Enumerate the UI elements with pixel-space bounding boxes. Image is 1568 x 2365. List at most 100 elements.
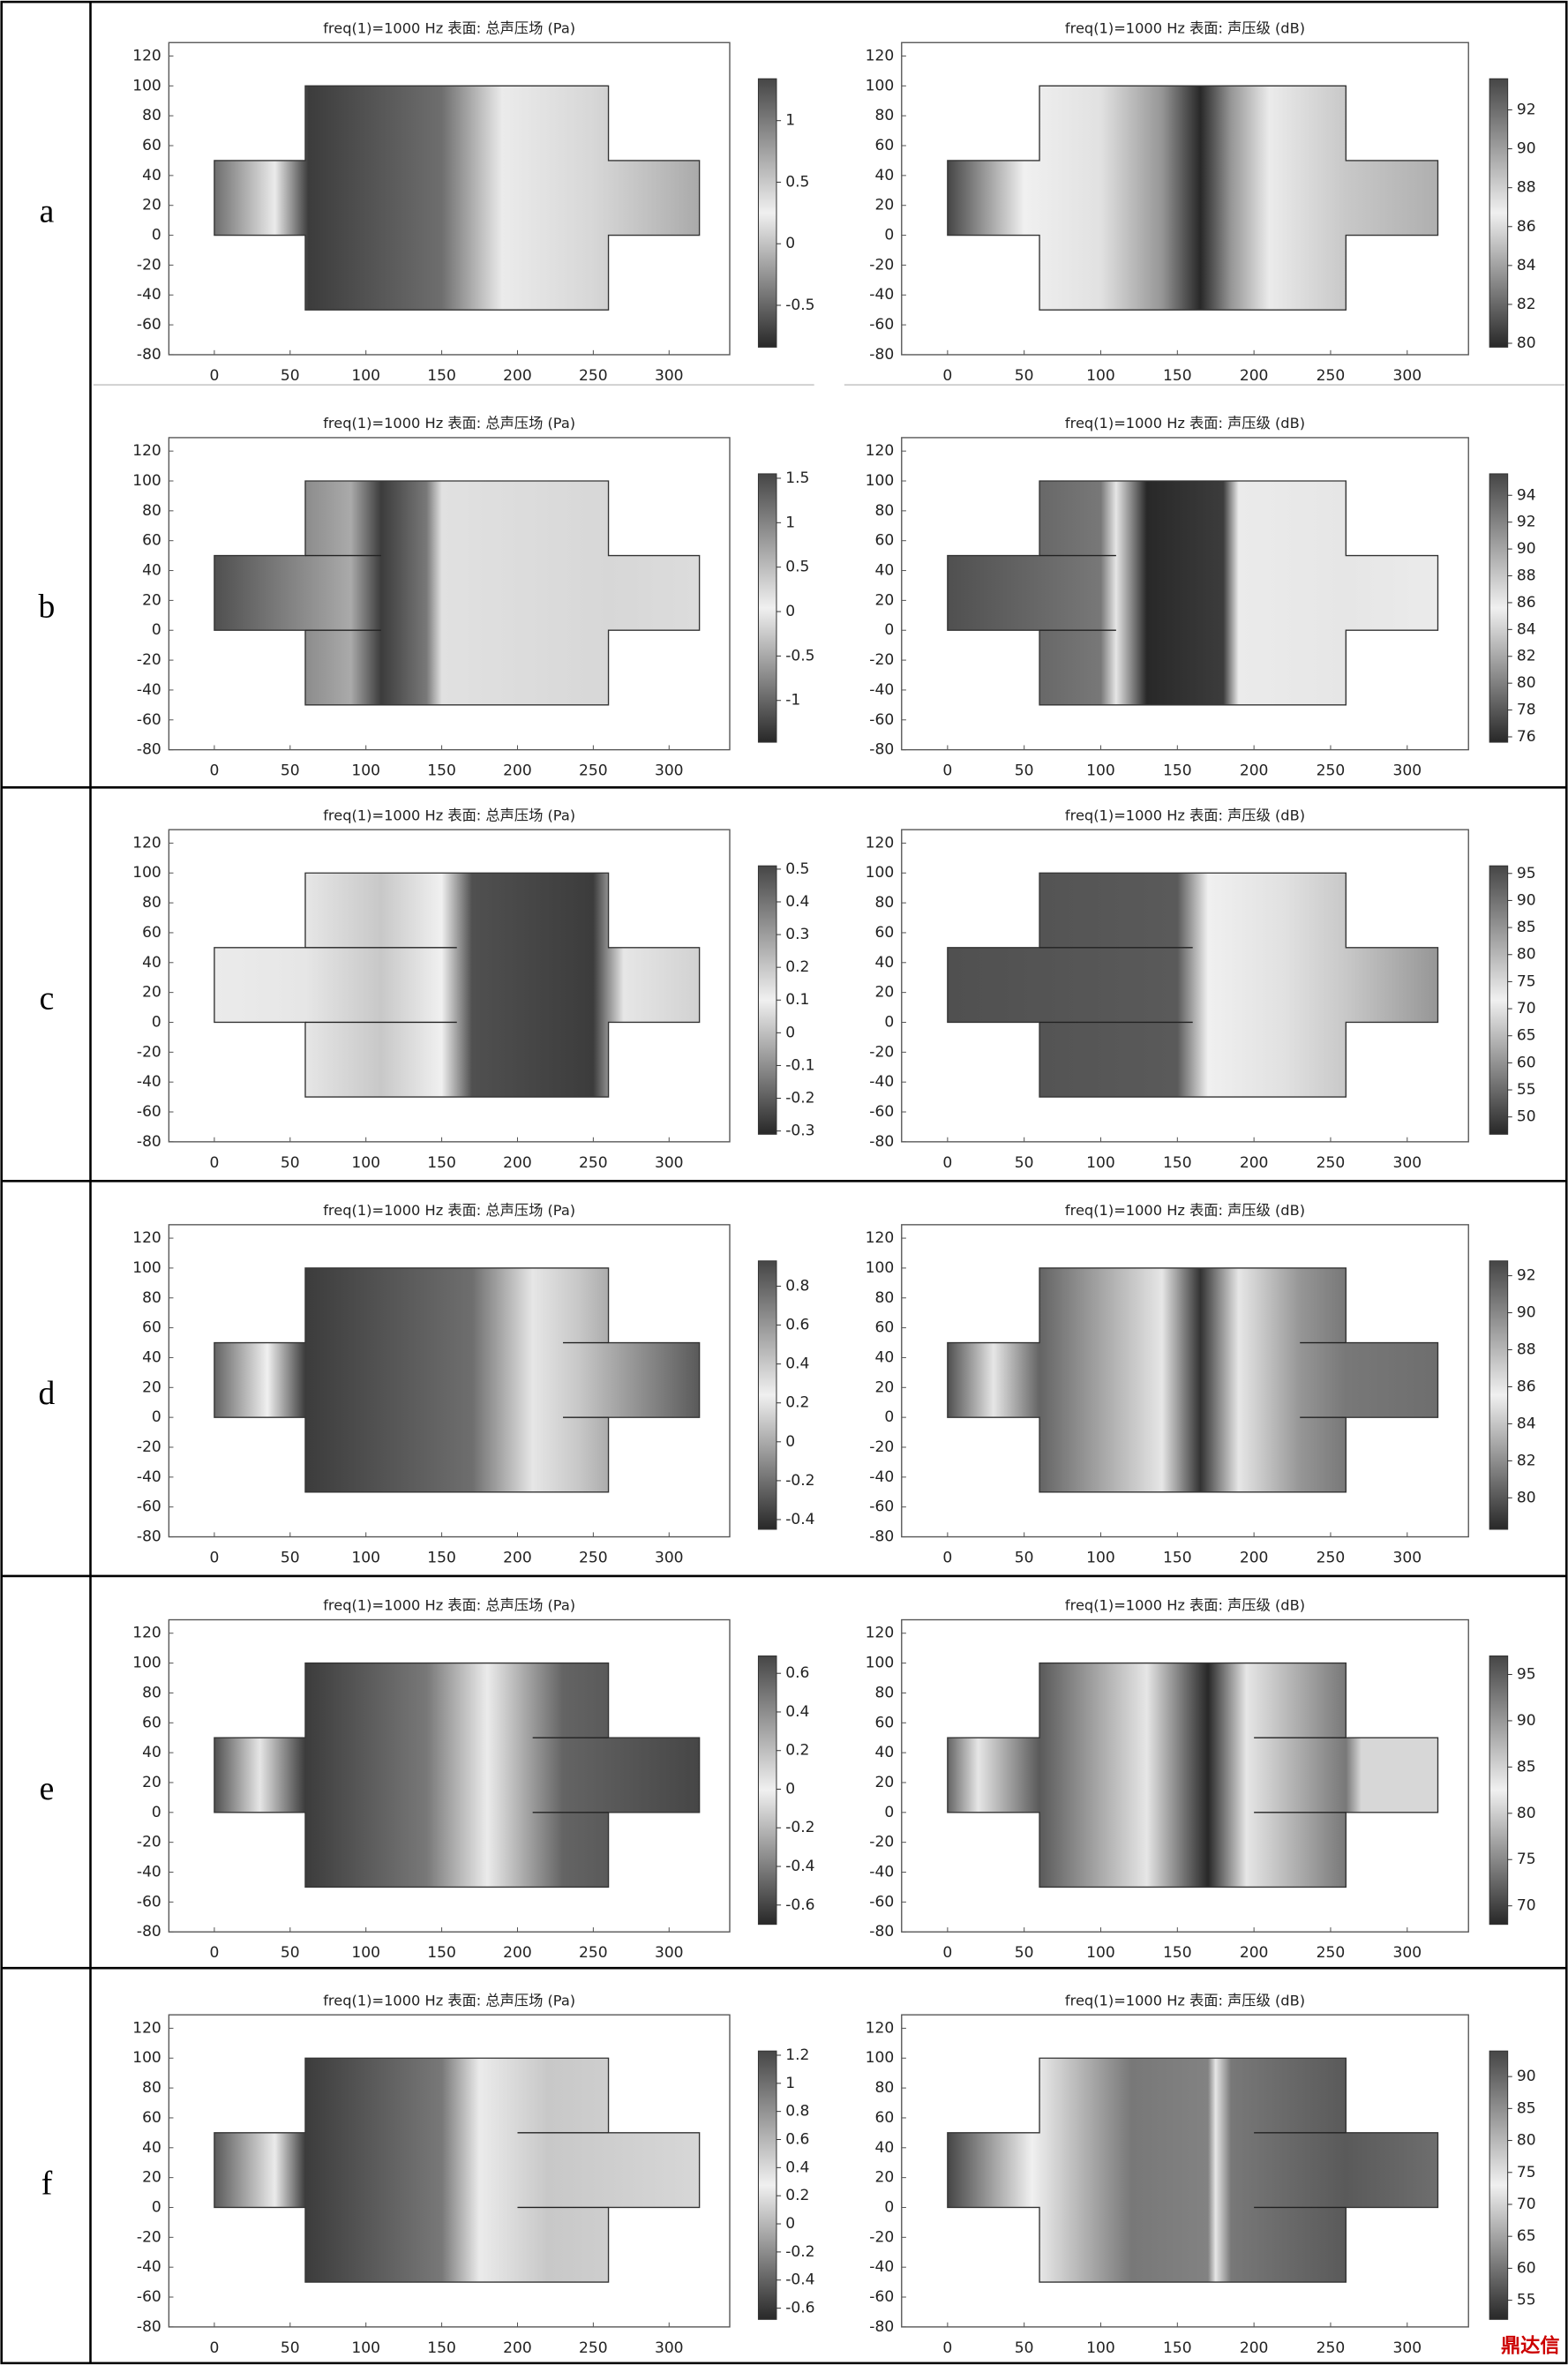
x-tick-label: 250 [1317, 762, 1346, 780]
x-tick-label: 150 [1163, 367, 1192, 385]
y-tick-label: -40 [869, 681, 894, 699]
y-tick-label: 100 [866, 1655, 895, 1672]
x-tick-label: 250 [1317, 367, 1346, 385]
y-tick-label: 60 [142, 1714, 161, 1731]
colorbar-tick-label: 0 [785, 1780, 795, 1798]
colorbar-tick-label: 0 [785, 235, 795, 252]
x-tick-label: 300 [655, 1154, 684, 1172]
row-label: a [40, 194, 55, 230]
x-tick-label: 250 [1317, 1154, 1346, 1172]
x-tick-label: 100 [351, 1154, 380, 1172]
y-tick-label: 120 [866, 834, 895, 852]
y-tick-label: 40 [874, 1744, 894, 1761]
x-tick-label: 0 [209, 367, 219, 385]
y-tick-label: 20 [874, 1774, 894, 1791]
x-tick-label: 50 [1015, 367, 1034, 385]
y-tick-label: -60 [137, 2288, 161, 2306]
colorbar-tick-label: 60 [1517, 1054, 1536, 1071]
colorbar-tick-label: 86 [1517, 594, 1536, 612]
y-tick-label: -40 [869, 2258, 894, 2276]
chart-title: freq(1)=1000 Hz 表面: 总声压场 (Pa) [323, 1597, 575, 1614]
y-tick-label: -60 [869, 1893, 894, 1911]
y-tick-label: -20 [869, 2228, 894, 2246]
colorbar-tick-label: 84 [1517, 257, 1536, 274]
y-tick-label: 20 [142, 2169, 161, 2187]
y-tick-label: 120 [132, 442, 161, 460]
muffler-field [947, 2057, 1439, 2283]
muffler-field [214, 2057, 701, 2283]
y-tick-label: -80 [137, 1133, 161, 1151]
x-tick-label: 250 [579, 1944, 608, 1962]
chart-title: freq(1)=1000 Hz 表面: 声压级 (dB) [1065, 415, 1305, 432]
x-tick-label: 250 [1317, 2339, 1346, 2357]
x-tick-label: 0 [209, 1549, 219, 1566]
colorbar-tick-label: 1.5 [785, 469, 809, 487]
y-tick-label: 40 [142, 1348, 161, 1366]
x-tick-label: 0 [942, 1549, 952, 1566]
x-tick-label: 200 [503, 2339, 532, 2357]
row-label: e [40, 1771, 55, 1807]
y-tick-label: 100 [132, 2049, 161, 2067]
y-tick-label: -60 [137, 711, 161, 729]
y-tick-label: 100 [132, 472, 161, 490]
y-tick-label: 40 [142, 1744, 161, 1761]
x-tick-label: 300 [655, 1944, 684, 1962]
x-tick-label: 300 [655, 762, 684, 780]
colorbar-tick-label: -0.6 [785, 2300, 814, 2317]
x-tick-label: 50 [281, 1154, 300, 1172]
y-tick-label: -60 [869, 316, 894, 334]
y-tick-label: 40 [874, 167, 894, 184]
colorbar-tick-label: -0.5 [785, 297, 814, 314]
y-tick-label: 0 [152, 621, 161, 639]
x-tick-label: 0 [942, 1154, 952, 1172]
x-tick-label: 200 [1240, 367, 1269, 385]
colorbar-tick-label: 65 [1517, 1027, 1536, 1045]
colorbar-tick-label: 1 [785, 514, 795, 531]
colorbar-tick-label: 86 [1517, 1378, 1536, 1395]
y-tick-label: 80 [142, 2079, 161, 2097]
y-tick-label: -40 [137, 1864, 161, 1881]
y-tick-label: 120 [132, 2019, 161, 2037]
colorbar-tick-label: 0.5 [785, 559, 809, 576]
colorbar-tick-label: 0.4 [785, 1703, 809, 1721]
x-tick-label: 250 [579, 1154, 608, 1172]
chart-title: freq(1)=1000 Hz 表面: 声压级 (dB) [1065, 19, 1305, 36]
y-tick-label: 80 [874, 2079, 894, 2097]
row-label: b [39, 589, 56, 625]
colorbar-tick-label: 0.2 [785, 1742, 809, 1760]
colorbar [1489, 473, 1509, 743]
y-tick-label: 0 [884, 621, 894, 639]
x-tick-label: 150 [1163, 1549, 1192, 1566]
y-tick-label: 0 [152, 2198, 161, 2216]
y-tick-label: 120 [132, 47, 161, 64]
x-tick-label: 200 [503, 367, 532, 385]
colorbar-tick-label: 88 [1517, 179, 1536, 197]
colorbar-tick-label: 92 [1517, 1267, 1536, 1285]
colorbar-tick-label: 80 [1517, 334, 1536, 352]
x-tick-label: 200 [503, 1944, 532, 1962]
colorbar [757, 1656, 777, 1926]
x-tick-label: 50 [1015, 1154, 1034, 1172]
x-tick-label: 0 [209, 762, 219, 780]
x-tick-label: 300 [1392, 1549, 1422, 1566]
y-tick-label: -80 [869, 2318, 894, 2336]
muffler-field [947, 85, 1439, 311]
colorbar-tick-label: 95 [1517, 1665, 1536, 1683]
x-tick-label: 250 [579, 2339, 608, 2357]
x-tick-label: 0 [942, 2339, 952, 2357]
chart-title: freq(1)=1000 Hz 表面: 声压级 (dB) [1065, 1202, 1305, 1219]
y-tick-label: 40 [874, 2139, 894, 2157]
y-tick-label: 120 [866, 442, 895, 460]
colorbar-tick-label: 88 [1517, 1341, 1536, 1359]
colorbar-tick-label: 80 [1517, 674, 1536, 692]
y-tick-label: 120 [866, 1229, 895, 1247]
colorbar-tick-label: 82 [1517, 296, 1536, 313]
x-tick-label: 300 [655, 1549, 684, 1566]
colorbar-tick-label: 85 [1517, 919, 1536, 936]
chart-title: freq(1)=1000 Hz 表面: 声压级 (dB) [1065, 1992, 1305, 2008]
colorbar-tick-label: 0.1 [785, 991, 809, 1009]
y-tick-label: -20 [869, 1438, 894, 1456]
y-tick-label: 20 [142, 984, 161, 1002]
chart-title: freq(1)=1000 Hz 表面: 总声压场 (Pa) [323, 1202, 575, 1219]
colorbar-tick-label: 0.2 [785, 958, 809, 976]
